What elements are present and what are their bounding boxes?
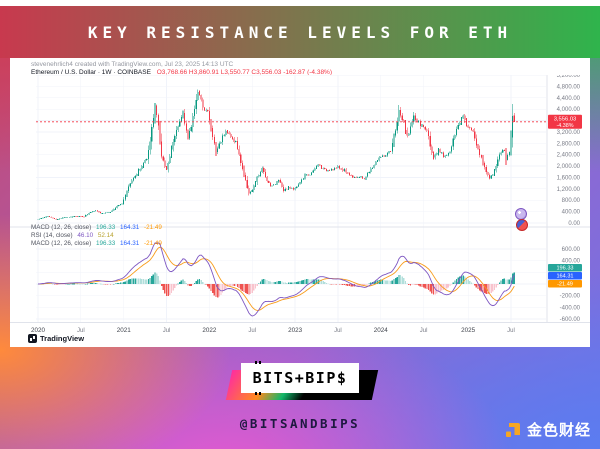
social-handle: @BITSANDBIPS [239,416,361,431]
svg-text:2,800.00: 2,800.00 [557,141,581,147]
jinse-finance-logo: 金色财经 [504,419,591,440]
ohlc-values: O3,768.66 H3,860.91 L3,550.77 C3,556.03 … [156,69,332,76]
top-white-strip [0,0,600,6]
svg-text:Jul: Jul [163,328,171,334]
svg-text:-200.00: -200.00 [560,294,581,300]
indicator-labels: MACD (12, 26, close) 196.33 164.31 -21.4… [31,224,165,248]
svg-text:196.33: 196.33 [556,266,573,272]
chart-card: stevenehrlich4 created with TradingView.… [10,58,590,347]
page-title: KEY RESISTANCE LEVELS FOR ETH [87,22,513,42]
svg-text:2025: 2025 [461,327,476,334]
svg-text:Jul: Jul [248,328,256,334]
symbol-title: Ethereum / U.S. Dollar · 1W · COINBASE [31,69,151,76]
svg-text:Jul: Jul [420,328,428,334]
indicator-row-macd-1: MACD (12, 26, close) 196.33 164.31 -21.4… [31,224,162,231]
svg-text:400.00: 400.00 [562,259,581,265]
svg-text:4,400.00: 4,400.00 [557,96,581,102]
svg-text:3,556.03: 3,556.03 [554,117,577,123]
bitsbips-logo: BITS+BIP$ [225,361,378,400]
svg-text:5,200.00: 5,200.00 [557,75,581,79]
svg-text:-4.38%: -4.38% [556,123,573,129]
chart-attribution: stevenehrlich4 created with TradingView.… [31,61,234,68]
svg-text:Jul: Jul [334,328,342,334]
svg-text:2022: 2022 [202,327,217,334]
footer: BITS+BIP$ @BITSANDBIPS 金色财经 [0,347,600,449]
svg-text:2023: 2023 [288,327,303,334]
svg-text:400.00: 400.00 [562,210,581,216]
svg-text:1,200.00: 1,200.00 [557,187,581,193]
tradingview-icon [28,334,37,343]
indicator-row-rsi: RSI (14, close) 46.10 52.14 [31,232,114,239]
indicator-row-macd-2: MACD (12, 26, close) 196.33 164.31 -21.4… [31,240,162,247]
svg-text:2020: 2020 [31,327,46,334]
svg-text:Jul: Jul [507,328,515,334]
svg-text:-400.00: -400.00 [560,305,581,311]
jinse-text: 金色财经 [526,421,591,439]
svg-text:2021: 2021 [117,327,132,334]
logo-plate: BITS+BIP$ [240,361,360,395]
svg-text:2,000.00: 2,000.00 [557,164,581,170]
svg-text:164.31: 164.31 [556,274,573,280]
logo-text: BITS+BIP$ [253,361,348,395]
title-banner: KEY RESISTANCE LEVELS FOR ETH [0,6,600,58]
price-macd-chart: 5,200.004,800.004,400.004,000.003,600.00… [10,75,590,334]
jinse-icon [505,422,520,437]
svg-text:600.00: 600.00 [562,247,581,253]
svg-text:1,600.00: 1,600.00 [557,175,581,181]
svg-text:-600.00: -600.00 [560,317,581,323]
tradingview-wordmark: TradingView [40,334,85,343]
symbol-row: Ethereum / U.S. Dollar · 1W · COINBASE O… [31,69,332,76]
svg-text:3,200.00: 3,200.00 [557,130,581,136]
svg-text:Jul: Jul [77,328,85,334]
sticker-icon-2 [516,219,528,231]
tradingview-logo: TradingView [28,334,84,343]
svg-text:0.00: 0.00 [568,221,580,227]
svg-text:2024: 2024 [374,327,389,334]
svg-text:4,000.00: 4,000.00 [557,107,581,113]
svg-text:800.00: 800.00 [562,198,581,204]
svg-text:4,800.00: 4,800.00 [557,84,581,90]
svg-text:2,400.00: 2,400.00 [557,153,581,159]
svg-text:-21.49: -21.49 [557,282,573,288]
